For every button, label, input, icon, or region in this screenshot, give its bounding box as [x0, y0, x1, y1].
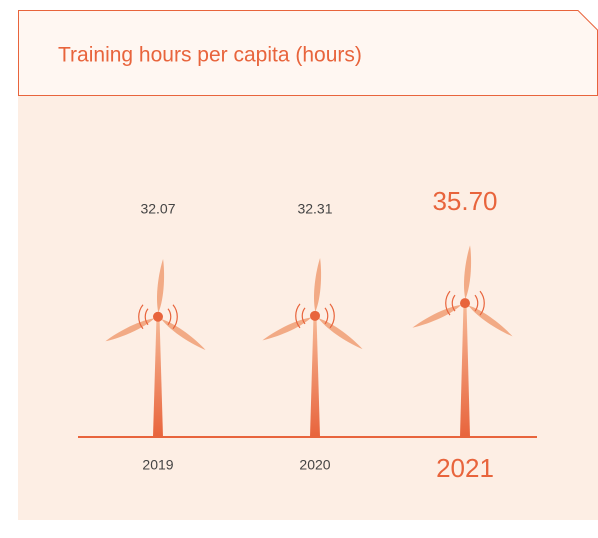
turbine-hub — [460, 298, 470, 308]
x-tick-label: 2019 — [142, 457, 173, 473]
data-label: 32.07 — [140, 201, 175, 217]
chart-title: Training hours per capita (hours) — [58, 44, 362, 67]
x-tick-label: 2020 — [299, 457, 330, 473]
data-label: 35.70 — [432, 186, 497, 216]
turbine-hub — [310, 311, 320, 321]
data-label: 32.31 — [297, 201, 332, 217]
x-tick-label: 2021 — [436, 453, 494, 483]
turbine-hub — [153, 312, 163, 322]
chart: Training hours per capita (hours) 32.07 2… — [0, 0, 598, 538]
